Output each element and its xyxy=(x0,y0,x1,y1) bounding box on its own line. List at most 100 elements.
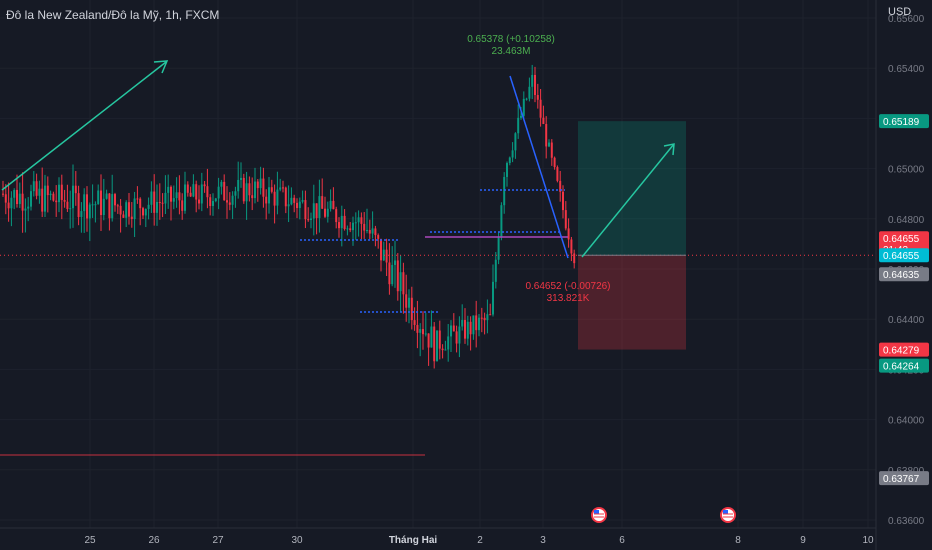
candle-body xyxy=(100,190,102,216)
candle-body xyxy=(220,181,223,187)
candle-body xyxy=(567,228,570,240)
candle-body xyxy=(450,325,452,337)
candle-body xyxy=(35,181,38,196)
profit-zone[interactable] xyxy=(578,121,686,256)
candle-body xyxy=(559,180,562,192)
candle-body xyxy=(7,202,10,209)
candle-body xyxy=(139,198,142,209)
x-tick-label: 6 xyxy=(619,535,625,546)
candle-body xyxy=(408,297,410,308)
candle-body xyxy=(410,297,413,321)
candle-body xyxy=(32,181,35,192)
candle-body xyxy=(63,199,66,202)
x-tick-label: 2 xyxy=(477,535,483,546)
candle-body xyxy=(206,186,209,198)
arrowhead-left xyxy=(153,60,169,74)
candle-body xyxy=(399,272,402,292)
candle-body xyxy=(16,189,18,205)
candle-body xyxy=(394,260,396,265)
candle-body xyxy=(503,176,506,206)
candle-body xyxy=(69,208,72,210)
y-tick-label: 0.65600 xyxy=(888,14,925,25)
candle-body xyxy=(18,193,21,205)
candle-body xyxy=(58,184,60,203)
candle-body xyxy=(301,200,304,202)
candle-body xyxy=(405,294,408,308)
candle-body xyxy=(49,193,52,196)
candle-body xyxy=(259,178,262,189)
x-tick-label: 26 xyxy=(148,535,160,546)
downtrend-line[interactable] xyxy=(509,75,569,259)
candle-body xyxy=(256,181,259,189)
candle-body xyxy=(88,204,91,219)
candle-body xyxy=(282,187,284,189)
projection-arrow[interactable] xyxy=(581,143,675,258)
candle-body xyxy=(27,206,30,209)
price-badge-value: 0.64635 xyxy=(883,270,920,281)
candle-body xyxy=(136,198,139,200)
loss-zone[interactable] xyxy=(578,255,686,350)
candle-body xyxy=(307,219,310,221)
arrowhead-right xyxy=(663,143,675,156)
candle-body xyxy=(114,194,116,206)
candle-body xyxy=(30,191,32,207)
price-badge-stop xyxy=(879,342,929,357)
candle-body xyxy=(452,325,455,332)
candle-body xyxy=(128,202,130,217)
candle-body xyxy=(170,186,172,202)
candle-body xyxy=(545,123,548,147)
candle-body xyxy=(212,201,214,206)
us-event-flag-icon[interactable] xyxy=(720,507,736,523)
price-badge-value: 0.64655 xyxy=(883,234,920,245)
candle-body xyxy=(270,187,273,192)
candle-body xyxy=(360,217,363,224)
candle-body xyxy=(478,317,480,331)
candle-body xyxy=(438,330,441,349)
candle-body xyxy=(483,317,486,321)
candle-body xyxy=(455,331,458,344)
candle-body xyxy=(458,326,461,344)
drawings-layer xyxy=(0,60,876,456)
candle-body xyxy=(273,191,276,206)
candle-body xyxy=(164,192,167,204)
candle-body xyxy=(469,321,472,335)
candle-body xyxy=(44,185,46,212)
candle-body xyxy=(265,196,268,204)
candle-body xyxy=(189,192,192,197)
candle-body xyxy=(349,228,352,231)
candle-body xyxy=(391,264,394,285)
candle-body xyxy=(304,200,307,220)
candle-body xyxy=(461,319,464,327)
price-badges: 0.651890.6465521:430.646550.646350.64279… xyxy=(879,114,929,486)
candle-body xyxy=(374,228,377,236)
time-axis[interactable]: 25 26 27 30 Tháng Hai 2 3 6 8 9 10 xyxy=(84,535,874,546)
candle-body xyxy=(466,321,469,339)
candle-body xyxy=(147,204,150,209)
x-tick-label: 30 xyxy=(291,535,303,546)
candle-body xyxy=(556,167,559,181)
candle-body xyxy=(144,208,147,216)
candle-body xyxy=(508,157,511,164)
y-tick-label: 0.64800 xyxy=(888,215,925,226)
candle-body xyxy=(77,193,80,218)
candle-body xyxy=(539,99,542,118)
y-tick-label: 0.65000 xyxy=(888,165,925,176)
trend-arrow-left[interactable] xyxy=(1,61,167,191)
price-badge-bid xyxy=(879,248,929,263)
y-tick-label: 0.64400 xyxy=(888,315,925,326)
candle-body xyxy=(413,320,416,325)
candle-body xyxy=(494,259,497,282)
candle-body xyxy=(74,185,77,194)
candle-body xyxy=(550,142,553,158)
price-badge-low xyxy=(879,471,929,486)
candle-body xyxy=(332,200,335,210)
candle-body xyxy=(562,191,564,211)
candle-body xyxy=(385,249,388,263)
candle-body xyxy=(433,326,436,362)
us-event-flag-icon[interactable] xyxy=(591,507,607,523)
economic-events[interactable] xyxy=(591,507,736,523)
x-tick-label: 10 xyxy=(862,535,874,546)
candle-body xyxy=(396,260,399,292)
candle-body xyxy=(497,237,500,260)
